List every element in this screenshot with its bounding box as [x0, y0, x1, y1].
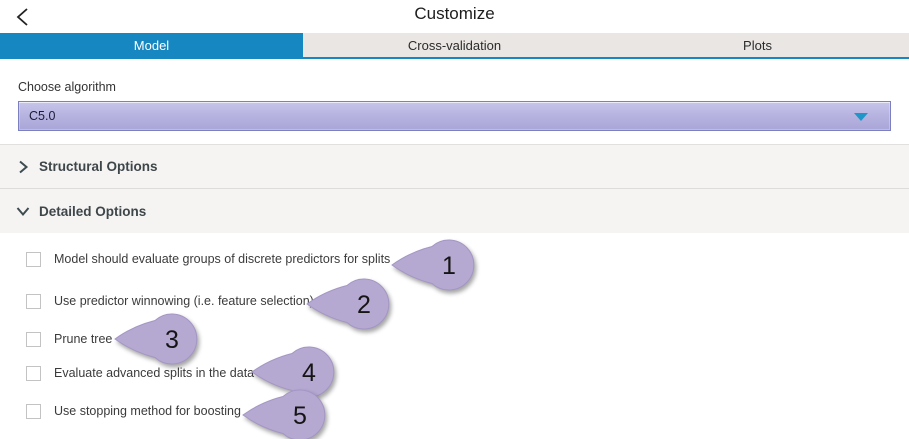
section-header-detailed-options[interactable]: Detailed Options	[0, 188, 909, 233]
checkbox-stopping-method[interactable]	[26, 403, 41, 419]
header: Customize	[0, 0, 909, 33]
checkbox-prune-tree[interactable]	[26, 331, 41, 347]
checkbox-advanced-splits[interactable]	[26, 365, 41, 381]
chevron-left-icon	[16, 8, 28, 26]
option-label: Prune tree	[54, 332, 113, 346]
svg-text:2: 2	[357, 291, 371, 319]
option-row: Prune tree	[0, 331, 112, 347]
tab-plots[interactable]: Plots	[606, 33, 909, 57]
back-button[interactable]	[8, 3, 36, 31]
accordion: Structural Options Detailed Options	[0, 144, 909, 233]
callout-balloon-3: 3	[114, 313, 198, 365]
svg-text:3: 3	[165, 326, 179, 354]
option-label: Evaluate advanced splits in the data	[54, 366, 255, 380]
callout-balloon-2: 2	[306, 278, 390, 330]
svg-text:1: 1	[442, 252, 456, 280]
callout-balloon-5: 5	[242, 389, 326, 439]
svg-text:5: 5	[293, 402, 307, 430]
option-label: Use predictor winnowing (i.e. feature se…	[54, 294, 314, 308]
option-row: Evaluate advanced splits in the data	[0, 365, 254, 381]
section-header-structural-options[interactable]: Structural Options	[0, 144, 909, 188]
tab-model[interactable]: Model	[0, 33, 303, 57]
tab-bar: Model Cross-validation Plots	[0, 33, 909, 57]
checkbox-predictor-winnowing[interactable]	[26, 293, 41, 309]
section-title: Structural Options	[39, 159, 158, 174]
option-row: Model should evaluate groups of discrete…	[0, 251, 390, 267]
page-title: Customize	[414, 4, 495, 23]
svg-text:4: 4	[302, 359, 316, 387]
chevron-right-icon	[19, 160, 29, 173]
detailed-options-list: Model should evaluate groups of discrete…	[0, 233, 909, 439]
tab-cross-validation[interactable]: Cross-validation	[303, 33, 606, 57]
option-label: Use stopping method for boosting	[54, 404, 241, 418]
section-title: Detailed Options	[39, 203, 147, 219]
chevron-down-icon	[16, 207, 30, 217]
chevron-down-icon	[854, 113, 868, 121]
option-label: Model should evaluate groups of discrete…	[54, 252, 391, 266]
choose-algorithm-label: Choose algorithm	[18, 80, 116, 94]
option-row: Use stopping method for boosting	[0, 403, 241, 419]
callout-balloon-4: 4	[251, 346, 335, 398]
callout-balloon-1: 1	[391, 239, 475, 291]
checkbox-evaluate-groups[interactable]	[26, 251, 41, 267]
algorithm-selected-value: C5.0	[29, 109, 56, 123]
option-row: Use predictor winnowing (i.e. feature se…	[0, 293, 314, 309]
algorithm-dropdown[interactable]: C5.0	[18, 101, 891, 131]
tab-underline	[0, 57, 909, 59]
